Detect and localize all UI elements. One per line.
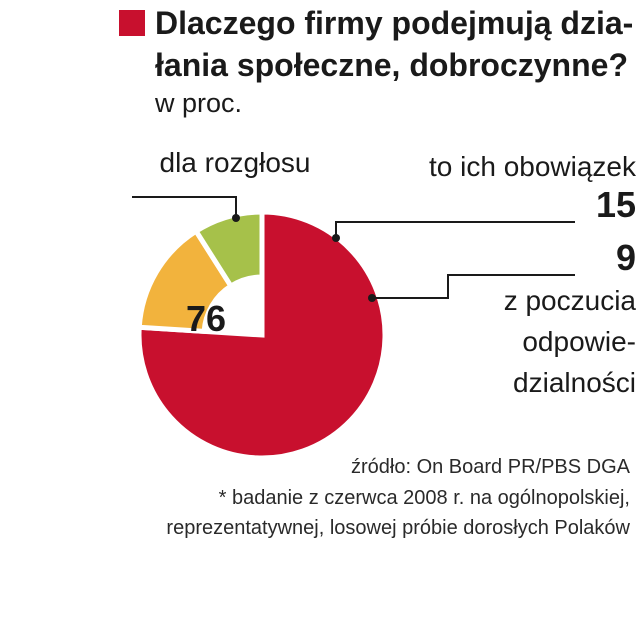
label-odpowiedzialnosc-line-1: z poczucia [504,285,637,316]
leader-obowiazek-dot [332,234,340,242]
source-note: źródło: On Board PR/PBS DGA [350,456,630,478]
value-obowiazek: 15 [596,184,636,225]
leader-dla-rozglosu [132,196,237,218]
pie-slice-0 [136,209,388,461]
value-dla-rozglosu: 76 [186,298,226,339]
value-odpowiedzialnosc: 9 [616,237,636,278]
leader-dla-rozglosu-dot [232,214,240,222]
leader-obowiazek [335,221,575,238]
leader-odpowiedzialnosc [372,274,575,299]
leader-odpowiedzialnosc-dot [368,294,376,302]
chart-title: Dlaczego firmy podejmują dzia- łania spo… [155,5,634,83]
label-odpowiedzialnosc-line-2: odpowie- [522,326,636,357]
survey-note-line-2: reprezentatywnej, losowej próbie dorosły… [166,517,630,539]
unit-label: w proc. [155,88,243,118]
pie-slice-2 [192,209,265,290]
survey-note-line-1: * badanie z czerwca 2008 r. na ogólnopol… [218,487,630,509]
label-odpowiedzialnosc-line-3: dzialności [513,367,636,398]
label-obowiazek: to ich obowiązek [429,151,637,182]
title-marker-square [119,10,145,36]
label-dla-rozglosu: dla rozgłosu [160,147,311,178]
